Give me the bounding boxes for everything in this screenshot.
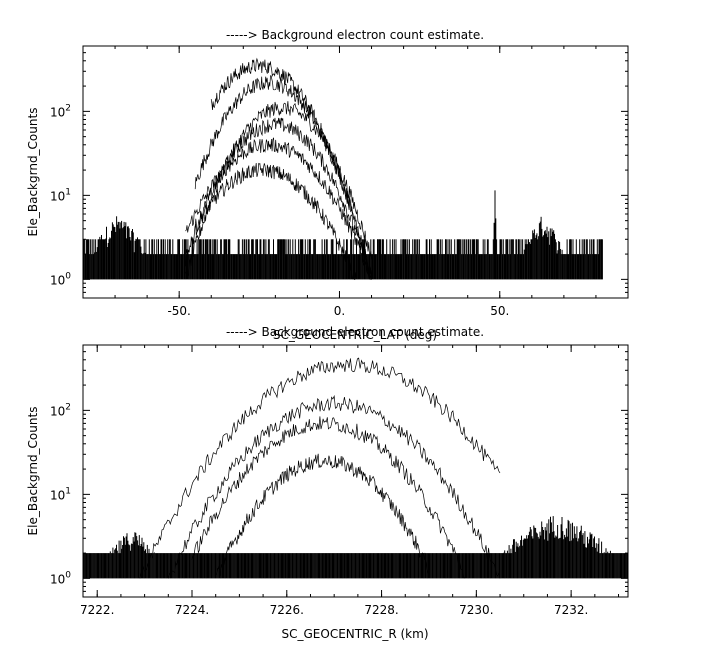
series-1-trace <box>194 75 372 279</box>
series-2-trace <box>185 101 372 278</box>
x-tick-label: -50. <box>167 304 190 318</box>
noise-bars <box>82 190 603 280</box>
bottom-panel-frame <box>82 344 629 598</box>
y-tick-label: 100 <box>50 271 71 287</box>
y-tick-label: 102 <box>50 402 71 418</box>
series-3-trace <box>185 117 372 280</box>
x-tick-label: 7232. <box>554 603 588 617</box>
x-tick-label: 7230. <box>459 603 493 617</box>
x-tick-label: 7224. <box>175 603 209 617</box>
top-panel-x-axis-label: SC_GEOCENTRIC_LAT (deg) <box>273 328 437 342</box>
y-tick-label: 100 <box>50 570 71 586</box>
top-panel: -----> Background electron count estimat… <box>26 28 629 342</box>
series-4-trace <box>185 137 372 280</box>
bottom-panel: -----> Background electron count estimat… <box>26 325 629 641</box>
bottom-panel-plot-area <box>82 357 629 579</box>
x-tick-label: 7228. <box>364 603 398 617</box>
series-2-trace <box>191 416 467 579</box>
series-0-trace <box>139 357 501 579</box>
y-tick-label: 101 <box>50 187 71 203</box>
bottom-panel-axes: 7222. 7224. 7226. 7228. 7230. 7232. 100 101 102 <box>50 344 628 617</box>
x-tick-label: 50. <box>490 304 509 318</box>
noise-bars <box>82 516 629 579</box>
series-1-trace <box>167 394 501 579</box>
y-tick-label: 102 <box>50 103 71 119</box>
x-tick-label: 7222. <box>80 603 114 617</box>
top-panel-frame <box>82 45 629 299</box>
series-5-trace <box>194 162 356 280</box>
bottom-panel-y-axis-label: Ele_Backgrnd_Counts <box>26 407 40 536</box>
x-tick-label: 7226. <box>270 603 304 617</box>
top-panel-plot-area <box>82 57 603 280</box>
bottom-panel-x-axis-label: SC_GEOCENTRIC_R (km) <box>282 627 429 641</box>
x-tick-label: 0. <box>334 304 345 318</box>
series-3-trace <box>215 453 430 578</box>
top-panel-title: -----> Background electron count estimat… <box>226 28 484 42</box>
top-panel-y-axis-label: Ele_Backgrnd_Counts <box>26 108 40 237</box>
top-panel-axes: -50. 0. 50. 100 101 102 <box>50 45 629 318</box>
y-tick-label: 101 <box>50 486 71 502</box>
bottom-panel-title: -----> Background electron count estimat… <box>226 325 484 339</box>
